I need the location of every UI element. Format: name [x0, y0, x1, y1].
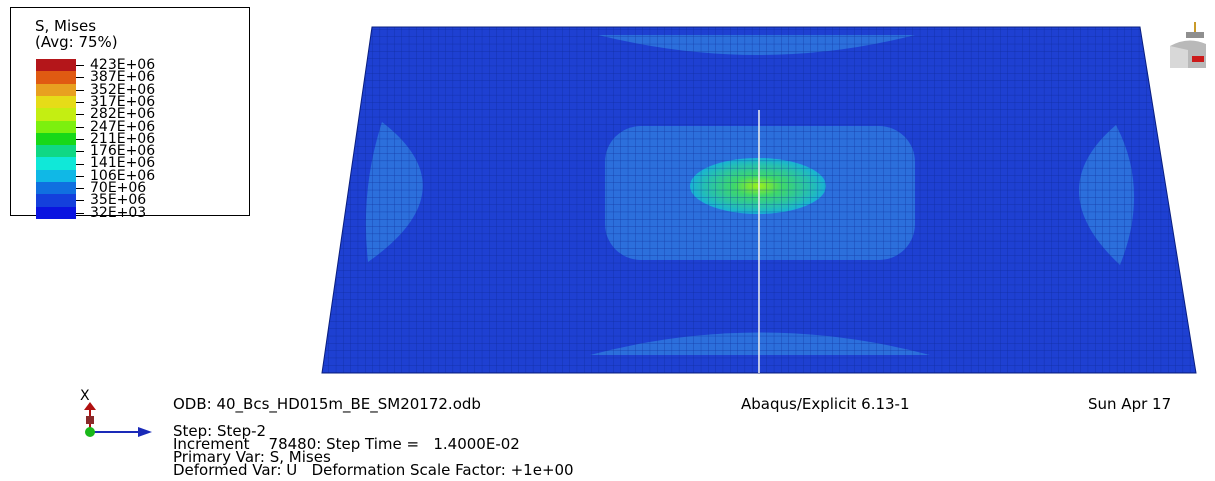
- increment-info: Increment 78480: Step Time = 1.4000E-02: [173, 435, 520, 453]
- legend-tick: [76, 175, 84, 177]
- legend-tick: [76, 200, 84, 202]
- deformed-plate: [321, 26, 1197, 374]
- session-date: Sun Apr 17: [1088, 395, 1172, 413]
- legend-swatch: [36, 59, 76, 72]
- legend-swatch: [36, 120, 76, 134]
- triad-icon: X: [80, 388, 152, 437]
- legend-swatch: [36, 95, 76, 109]
- primary-variable: Primary Var: S, Mises: [173, 448, 331, 466]
- legend-value: 317E+06: [90, 93, 156, 110]
- legend-value: 35E+06: [90, 192, 147, 209]
- legend-tick: [76, 126, 84, 128]
- legend-swatch: [36, 157, 76, 171]
- legend-tick: [76, 89, 84, 91]
- legend-swatch: [36, 132, 76, 146]
- deformed-variable: Deformed Var: U Deformation Scale Factor…: [173, 461, 574, 479]
- triad-x-label: X: [80, 388, 90, 404]
- solver-version: Abaqus/Explicit 6.13-1: [741, 395, 910, 413]
- step-name: Step: Step-2: [173, 422, 267, 440]
- legend-value: 176E+06: [90, 143, 156, 160]
- legend-value: 423E+06: [90, 57, 156, 73]
- legend-value: 70E+06: [90, 180, 147, 196]
- legend-swatch: [36, 194, 76, 208]
- legend-value: 106E+06: [90, 167, 156, 184]
- legend-swatch: [36, 108, 76, 121]
- legend-tick: [76, 65, 84, 67]
- legend-tick: [76, 138, 84, 140]
- legend-title: S, Mises: [35, 17, 97, 35]
- contour-legend: S, Mises (Avg: 75%) 423E+06 387E+06 352E+0…: [10, 7, 250, 220]
- legend-value: 247E+06: [90, 118, 156, 135]
- legend-swatch: [36, 206, 76, 220]
- legend-tick: [76, 188, 84, 190]
- legend-value: 211E+06: [90, 130, 156, 147]
- legend-swatch: [36, 145, 76, 158]
- legend-swatch: [36, 169, 76, 183]
- legend-tick: [76, 212, 84, 214]
- legend-value: 282E+06: [90, 106, 156, 123]
- legend-tick: [76, 163, 84, 165]
- legend-swatch: [36, 83, 76, 97]
- legend-value: 387E+06: [90, 69, 156, 86]
- legend-swatch: [36, 71, 76, 85]
- legend-value: 141E+06: [90, 155, 156, 172]
- legend-value: 32E+03: [90, 204, 147, 221]
- odb-name: ODB: 40_Bcs_HD015m_BE_SM20172.odb: [173, 395, 481, 413]
- legend-tick: [76, 114, 84, 116]
- view-cube-icon[interactable]: [1166, 20, 1215, 68]
- legend-tick: [76, 151, 84, 153]
- legend-subtitle: (Avg: 75%): [35, 33, 118, 51]
- legend-value: 352E+06: [90, 81, 156, 98]
- legend-tick: [76, 77, 84, 79]
- legend-swatch: [36, 182, 76, 195]
- legend-tick: [76, 102, 84, 104]
